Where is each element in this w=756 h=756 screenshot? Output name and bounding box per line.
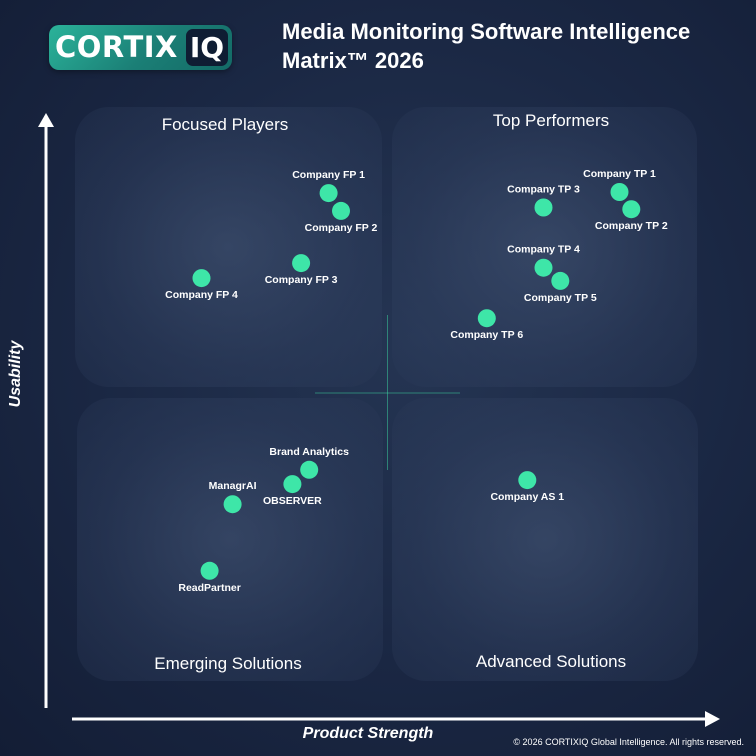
y-axis-arrow <box>38 113 54 708</box>
point-observer <box>283 475 302 494</box>
point-company-fp-3 <box>292 254 311 273</box>
x-axis-arrow <box>72 711 720 727</box>
point-label-readpartner: ReadPartner <box>178 582 240 594</box>
point-label-company-fp-1: Company FP 1 <box>292 169 365 181</box>
y-axis-label: Usability <box>7 340 24 408</box>
page-title: Media Monitoring Software Intelligence M… <box>282 19 691 73</box>
logo-badge: IQ <box>186 29 228 66</box>
point-company-fp-2 <box>332 201 350 220</box>
quadrant-top-performers <box>392 107 697 387</box>
data-points: Company FP 1 Company FP 2 Company FP 3 Comp… <box>165 168 668 594</box>
point-company-tp-5 <box>551 271 570 290</box>
point-company-as-1 <box>518 471 537 490</box>
quadrant-label-focused-players: Focused Players <box>161 115 289 134</box>
point-label-company-as-1: Company AS 1 <box>490 491 564 503</box>
point-label-brand-analytics: Brand Analytics <box>269 446 349 458</box>
point-managrai <box>223 495 242 514</box>
point-label-company-fp-4: Company FP 4 <box>165 289 238 301</box>
point-label-company-tp-2: Company TP 2 <box>595 220 668 232</box>
point-label-observer: OBSERVER <box>263 495 322 507</box>
point-readpartner <box>200 561 219 580</box>
point-company-tp-6 <box>477 309 496 328</box>
point-company-fp-4 <box>192 269 211 288</box>
quadrant-label-top-performers: Top Performers <box>492 111 610 130</box>
quadrant-advanced-solutions <box>392 398 698 681</box>
point-company-tp-4 <box>534 258 553 277</box>
point-company-tp-2 <box>622 200 641 219</box>
cortixiq-logo: CORTIX IQ <box>49 25 232 70</box>
point-company-tp-1 <box>610 183 629 201</box>
copyright-text: © 2026 CORTIXIQ Global Intelligence. All… <box>513 737 744 747</box>
point-label-company-fp-2: Company FP 2 <box>305 222 378 234</box>
point-label-company-fp-3: Company FP 3 <box>265 274 338 286</box>
logo-text: CORTIX <box>55 30 178 64</box>
quadrant-label-advanced-solutions: Advanced Solutions <box>475 652 627 671</box>
x-axis-label: Product Strength <box>302 725 434 742</box>
point-label-company-tp-6: Company TP 6 <box>450 329 523 341</box>
point-brand-analytics <box>300 460 319 479</box>
quadrant-focused-players <box>75 107 382 387</box>
point-company-fp-1 <box>319 184 338 203</box>
quadrant-emerging-solutions <box>77 398 383 681</box>
point-label-company-tp-3: Company TP 3 <box>507 184 580 196</box>
point-company-tp-3 <box>534 198 553 217</box>
point-label-company-tp-1: Company TP 1 <box>583 168 656 180</box>
point-label-company-tp-5: Company TP 5 <box>524 292 597 304</box>
point-label-managrai: ManagrAI <box>209 480 257 492</box>
point-label-company-tp-4: Company TP 4 <box>507 244 580 256</box>
quadrant-label-emerging-solutions: Emerging Solutions <box>154 654 302 673</box>
